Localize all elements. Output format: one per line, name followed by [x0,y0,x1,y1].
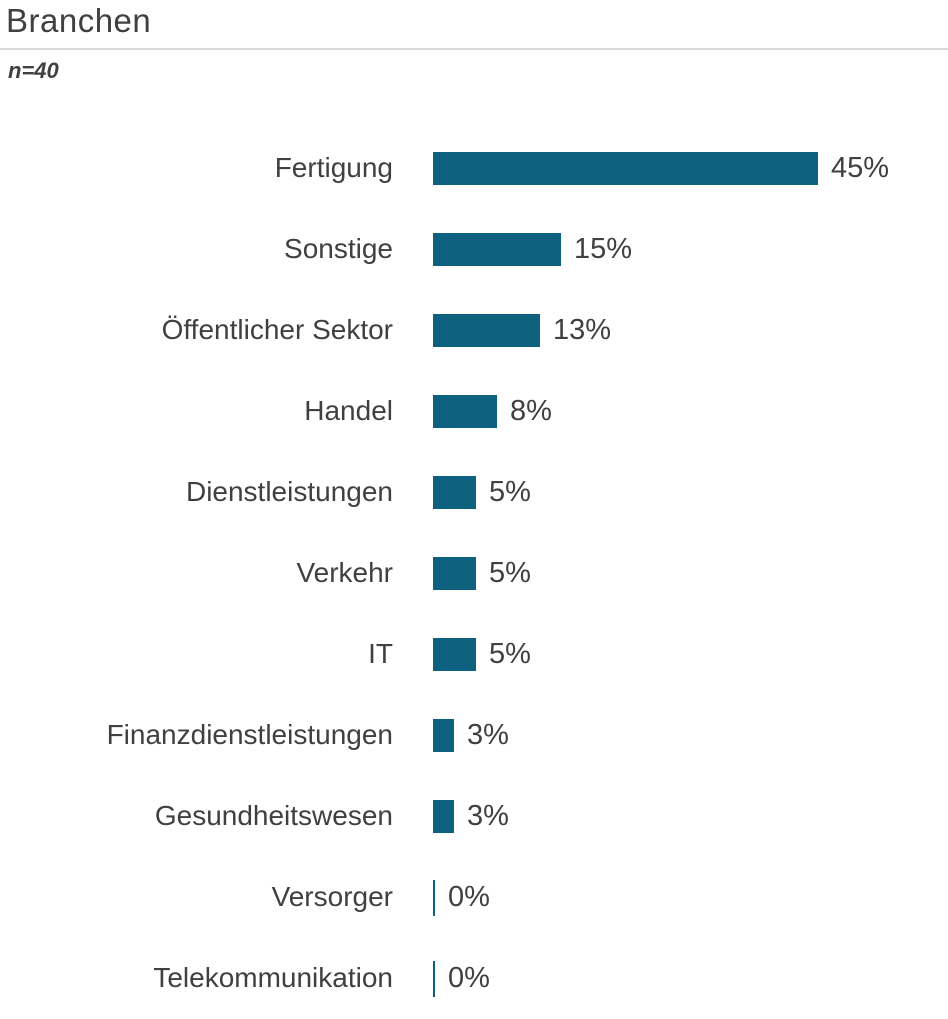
bar-row: Fertigung 45% [0,128,948,209]
value-label: 0% [448,962,490,994]
bar [433,476,476,509]
bar [433,314,540,347]
bar-row: Öffentlicher Sektor 13% [0,290,948,371]
value-label: 15% [574,233,633,265]
value-label: 5% [489,557,531,589]
bar [433,233,561,266]
category-label: Handel [304,395,393,427]
bar-row: Dienstleistungen 5% [0,452,948,533]
zero-tick [433,960,435,997]
category-label: Öffentlicher Sektor [161,314,393,346]
value-label: 3% [467,719,509,751]
category-label: Dienstleistungen [185,476,393,508]
value-label: 0% [448,881,490,913]
value-label: 13% [553,314,612,346]
category-label: IT [368,638,393,670]
bar-row: Telekommunikation 0% [0,938,948,1019]
title-divider [0,48,948,50]
bar-track: 5% [433,638,531,671]
value-label: 3% [467,800,509,832]
value-label: 8% [510,395,552,427]
bar-row: Finanzdienstleistungen 3% [0,695,948,776]
category-label: Versorger [271,881,393,913]
bar-track: 3% [433,800,509,833]
bar-track: 15% [433,233,632,266]
bar [433,800,454,833]
bar-track: 0% [433,879,490,916]
bar [433,557,476,590]
bar [433,719,454,752]
bar-row: Verkehr 5% [0,533,948,614]
bar-track: 8% [433,395,552,428]
bar-track: 3% [433,719,509,752]
bar-row: IT 5% [0,614,948,695]
sample-size-label: n=40 [8,58,59,83]
bar-track: 5% [433,476,531,509]
bar [433,152,818,185]
zero-tick [433,879,435,916]
value-label: 5% [489,638,531,670]
category-label: Telekommunikation [153,962,393,994]
category-label: Finanzdienstleistungen [106,719,393,751]
category-label: Sonstige [284,233,393,265]
bar-track: 0% [433,960,490,997]
bar-track: 13% [433,314,611,347]
bar-row: Gesundheitswesen 3% [0,776,948,857]
value-label: 45% [831,152,890,184]
bar-chart: Fertigung 45% Sonstige 15% Öffentlicher Sekt… [0,128,948,1019]
bar-track: 45% [433,152,889,185]
bar [433,638,476,671]
category-label: Gesundheitswesen [154,800,393,832]
category-label: Fertigung [274,152,393,184]
bar-track: 5% [433,557,531,590]
bar-row: Sonstige 15% [0,209,948,290]
bar-row: Handel 8% [0,371,948,452]
bar [433,395,497,428]
chart-title: Branchen [6,2,152,39]
bar-row: Versorger 0% [0,857,948,938]
category-label: Verkehr [296,557,394,589]
value-label: 5% [489,476,531,508]
